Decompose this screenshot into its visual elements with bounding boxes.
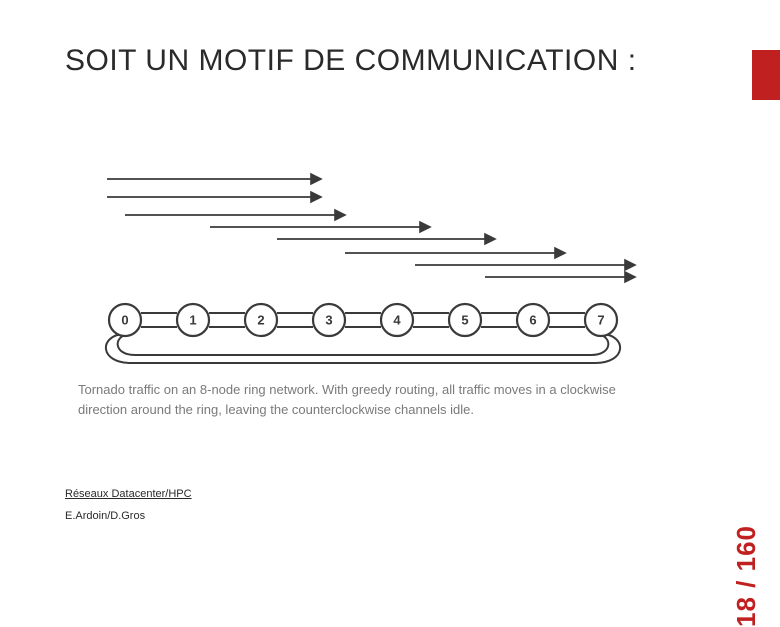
- ring-network-diagram: 0 1 2 3 4 5 6 7: [85, 165, 655, 365]
- accent-bar: [752, 50, 780, 100]
- footer-author: E.Ardoin/D.Gros: [65, 510, 145, 522]
- page-number: 18 / 160: [731, 525, 762, 627]
- svg-text:4: 4: [393, 313, 401, 328]
- svg-text:6: 6: [529, 313, 536, 328]
- svg-text:7: 7: [597, 313, 604, 328]
- svg-text:2: 2: [257, 313, 264, 328]
- footer-link[interactable]: Réseaux Datacenter/HPC: [65, 488, 192, 500]
- svg-text:3: 3: [325, 313, 332, 328]
- svg-text:5: 5: [461, 313, 468, 328]
- diagram-svg: 0 1 2 3 4 5 6 7: [85, 165, 655, 365]
- slide-title: SOIT UN MOTIF DE COMMUNICATION :: [65, 42, 637, 80]
- svg-text:0: 0: [121, 313, 128, 328]
- svg-text:1: 1: [189, 313, 196, 328]
- figure-caption: Tornado traffic on an 8-node ring networ…: [78, 380, 658, 419]
